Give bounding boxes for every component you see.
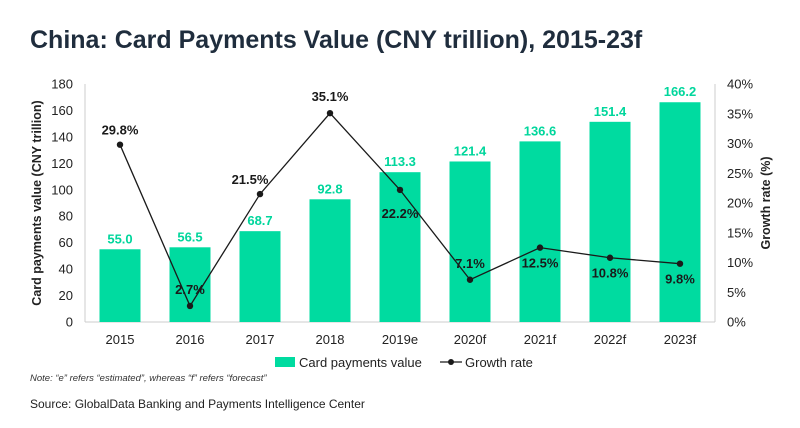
legend-label-line: Growth rate: [465, 355, 533, 370]
y-tick-label: 100: [51, 182, 73, 197]
growth-value-label: 21.5%: [232, 172, 269, 187]
growth-point: [186, 302, 194, 310]
y-tick-label: 0: [66, 315, 73, 330]
y-axis-title: Card payments value (CNY trillion): [30, 100, 44, 305]
bar: [519, 141, 561, 322]
y2-tick-label: 30%: [727, 136, 753, 151]
y2-tick-label: 5%: [727, 285, 746, 300]
y-tick-label: 160: [51, 103, 73, 118]
y2-tick-label: 15%: [727, 225, 753, 240]
bar-value-label: 121.4: [454, 143, 487, 158]
growth-value-label: 7.1%: [455, 256, 485, 271]
legend-swatch-point: [448, 359, 454, 365]
y2-tick-label: 40%: [727, 77, 753, 92]
bar-value-label: 55.0: [107, 231, 132, 246]
growth-value-label: 22.2%: [382, 206, 419, 221]
growth-point: [466, 276, 474, 283]
bar: [589, 121, 631, 322]
data-labels: 55.0 56.5 68.7 92.8 113.3 121.4 136.6 151.4 166.…: [102, 84, 697, 297]
growth-value-label: 29.8%: [102, 123, 139, 138]
growth-point: [256, 190, 264, 198]
growth-point: [536, 244, 544, 251]
bar-value-label: 56.5: [177, 229, 202, 244]
growth-value-label: 2.7%: [175, 282, 205, 297]
y2-tick-label: 20%: [727, 196, 753, 211]
footnote: Note: “e” refers “estimated”, whereas “f…: [30, 373, 267, 384]
growth-point: [396, 186, 404, 194]
source-line: Source: GlobalData Banking and Payments …: [30, 397, 365, 411]
bar: [309, 199, 351, 322]
x-tick-label: 2020f: [454, 332, 487, 347]
y2-tick-label: 0%: [727, 315, 746, 330]
bar-value-label: 166.2: [664, 84, 697, 99]
growth-point: [606, 254, 614, 261]
bar: [659, 102, 701, 322]
x-tick-label: 2016: [176, 332, 205, 347]
growth-value-label: 10.8%: [592, 266, 629, 281]
growth-point: [116, 141, 124, 148]
bar-value-label: 151.4: [594, 104, 627, 119]
y-tick-label: 40: [59, 262, 73, 277]
bar-value-label: 136.6: [524, 123, 557, 138]
legend-label-bars: Card payments value: [299, 355, 422, 370]
growth-point: [326, 109, 334, 117]
growth-point: [676, 260, 684, 267]
legend-swatch-bars: [275, 357, 295, 367]
y-tick-label: 180: [51, 77, 73, 92]
x-tick-label: 2015: [106, 332, 135, 347]
x-tick-label: 2017: [246, 332, 275, 347]
y-tick-label: 80: [59, 209, 73, 224]
chart-title: China: Card Payments Value (CNY trillion…: [30, 26, 643, 54]
bar-value-label: 92.8: [317, 181, 342, 196]
y2-axis-title: Growth rate (%): [759, 156, 773, 249]
y-tick-label: 20: [59, 288, 73, 303]
bar: [99, 249, 141, 322]
growth-value-label: 35.1%: [312, 89, 349, 104]
y2-tick-label: 35%: [727, 106, 753, 121]
x-tick-label: 2023f: [664, 332, 697, 347]
growth-line-series: [116, 109, 684, 310]
bar: [379, 172, 421, 322]
legend: Card payments value Growth rate: [275, 355, 533, 370]
y2-tick-label: 10%: [727, 255, 753, 270]
bar: [239, 231, 281, 322]
growth-value-label: 12.5%: [522, 256, 559, 271]
x-tick-label: 2018: [316, 332, 345, 347]
y-tick-label: 120: [51, 156, 73, 171]
bar-value-label: 68.7: [247, 213, 272, 228]
x-tick-label: 2021f: [524, 332, 557, 347]
y-tick-label: 140: [51, 129, 73, 144]
y-tick-label: 60: [59, 235, 73, 250]
bar-value-label: 113.3: [384, 154, 416, 169]
x-tick-label: 2022f: [594, 332, 627, 347]
growth-value-label: 9.8%: [665, 272, 695, 287]
y2-tick-label: 25%: [727, 166, 753, 181]
bar: [449, 161, 491, 322]
x-tick-label: 2019e: [382, 332, 418, 347]
